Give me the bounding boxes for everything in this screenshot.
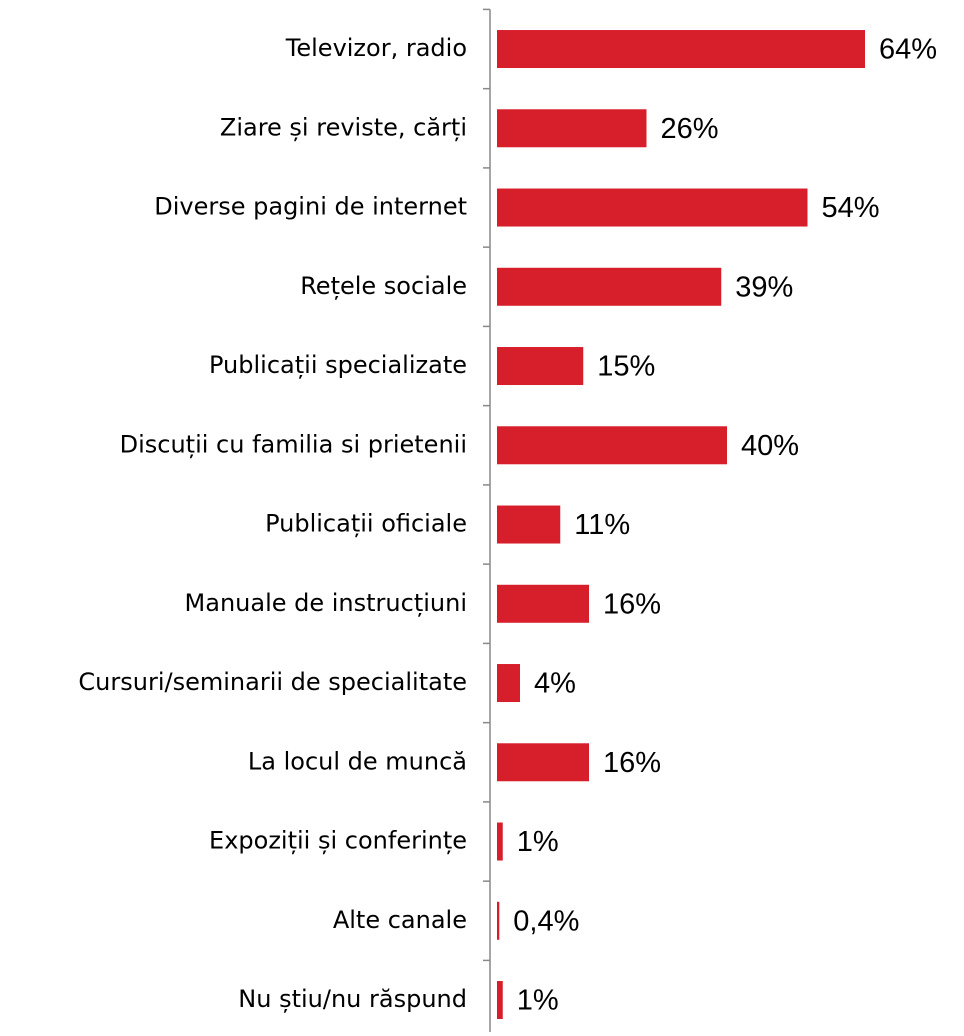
value-label: 16% <box>603 588 661 620</box>
value-label: 1% <box>517 826 559 858</box>
category-label: Nu știu/nu răspund <box>238 985 467 1013</box>
bar <box>497 505 561 544</box>
category-label: Discuții cu familia si prietenii <box>120 430 467 458</box>
category-label: Publicații oficiale <box>265 510 467 538</box>
value-label: 11% <box>574 509 630 541</box>
bar <box>497 109 647 148</box>
value-label: 1% <box>517 985 559 1017</box>
value-label: 26% <box>661 113 719 145</box>
category-label: Televizor, radio <box>285 34 467 62</box>
bar <box>497 188 808 227</box>
category-label: Rețele sociale <box>300 272 467 300</box>
category-label: La locul de muncă <box>248 747 467 775</box>
bar <box>497 584 589 623</box>
bar <box>497 426 727 465</box>
value-label: 0,4% <box>513 905 579 937</box>
category-label: Publicații specializate <box>209 351 467 379</box>
category-label: Cursuri/seminarii de specialitate <box>78 668 467 696</box>
category-label: Expoziții și conferințe <box>209 827 467 855</box>
category-label: Diverse pagini de internet <box>154 193 467 221</box>
bar <box>497 901 500 940</box>
value-label: 16% <box>603 747 661 779</box>
bar <box>497 822 503 861</box>
bar <box>497 743 589 782</box>
bar <box>497 347 584 386</box>
bar <box>497 664 520 703</box>
value-label: 64% <box>879 34 937 66</box>
bar <box>497 267 722 306</box>
value-label: 54% <box>822 192 880 224</box>
category-label: Ziare și reviste, cărți <box>220 113 467 141</box>
value-label: 39% <box>735 271 793 303</box>
bar <box>497 30 865 69</box>
value-label: 4% <box>534 668 576 700</box>
category-label: Alte canale <box>333 906 467 934</box>
category-label: Manuale de instrucțiuni <box>185 589 467 617</box>
bar <box>497 981 503 1020</box>
value-label: 15% <box>597 351 655 383</box>
value-label: 40% <box>741 430 799 462</box>
